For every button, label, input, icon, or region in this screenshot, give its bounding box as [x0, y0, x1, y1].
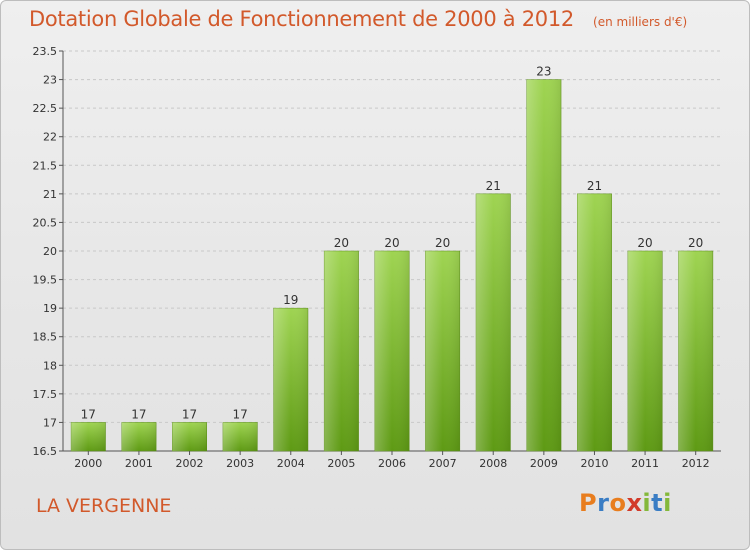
bar-value-label: 17: [81, 407, 96, 421]
bar-shine: [476, 193, 511, 451]
x-tick-label: 2005: [327, 457, 355, 470]
y-tick-label: 21.5: [33, 159, 58, 172]
y-tick-label: 23: [43, 74, 57, 87]
chart-unit: (en milliers d'€): [593, 15, 688, 29]
x-tick-label: 2010: [580, 457, 608, 470]
y-tick-label: 19.5: [33, 274, 58, 287]
bar-shine: [324, 251, 359, 451]
bar-value-label: 20: [435, 236, 450, 250]
logo-letter: r: [597, 489, 610, 517]
y-tick-label: 22.5: [33, 102, 58, 115]
bar-value-label: 17: [131, 407, 146, 421]
y-tick-label: 17.5: [33, 388, 58, 401]
bar-shine: [273, 308, 308, 451]
x-tick-label: 2012: [682, 457, 710, 470]
bar-value-label: 17: [233, 407, 248, 421]
bar-shine: [374, 251, 410, 451]
bar-value-label: 23: [536, 65, 551, 79]
bar-shine: [121, 422, 157, 451]
y-tick-label: 17: [43, 416, 57, 429]
bar-shine: [627, 251, 663, 451]
x-tick-label: 2002: [176, 457, 204, 470]
bar-shine: [526, 79, 562, 452]
x-tick-label: 2008: [479, 457, 507, 470]
bar-shine: [222, 422, 258, 451]
y-tick-label: 20: [43, 245, 57, 258]
bar-shine: [172, 422, 207, 451]
bar-value-label: 21: [486, 179, 501, 193]
logo-letter: o: [609, 489, 627, 517]
y-tick-label: 18.5: [33, 331, 58, 344]
commune-name: LA VERGENNE: [36, 495, 172, 517]
x-tick-label: 2011: [631, 457, 659, 470]
bar-value-label: 20: [688, 236, 703, 250]
title-row: Dotation Globale de Fonctionnement de 20…: [29, 7, 687, 31]
x-tick-label: 2009: [530, 457, 558, 470]
logo-letter: i: [642, 489, 652, 517]
bar-shine: [577, 193, 612, 451]
proxiti-logo: Proxiti: [579, 489, 672, 517]
logo-letter: P: [579, 489, 598, 517]
y-tick-label: 21: [43, 188, 57, 201]
bar-shine: [71, 422, 106, 451]
y-tick-label: 23.5: [33, 45, 58, 58]
x-tick-label: 2003: [226, 457, 254, 470]
chart-title: Dotation Globale de Fonctionnement de 20…: [29, 7, 574, 31]
x-tick-label: 2004: [277, 457, 305, 470]
x-tick-label: 2000: [74, 457, 102, 470]
logo-letter: x: [626, 489, 643, 517]
y-tick-label: 16.5: [33, 445, 58, 458]
bar-value-label: 19: [283, 293, 298, 307]
y-tick-label: 18: [43, 359, 57, 372]
y-tick-label: 19: [43, 302, 57, 315]
bar-shine: [678, 251, 713, 451]
x-tick-label: 2001: [125, 457, 153, 470]
bar-value-label: 20: [637, 236, 652, 250]
bar-value-label: 21: [587, 179, 602, 193]
bar-value-label: 20: [334, 236, 349, 250]
x-tick-label: 2007: [429, 457, 457, 470]
bar-value-label: 17: [182, 407, 197, 421]
x-tick-label: 2006: [378, 457, 406, 470]
bar-shine: [425, 251, 460, 451]
logo-letter: t: [651, 489, 664, 517]
logo-letter: i: [663, 489, 672, 517]
y-tick-label: 22: [43, 131, 57, 144]
bar-value-label: 20: [384, 236, 399, 250]
y-tick-label: 20.5: [33, 216, 58, 229]
